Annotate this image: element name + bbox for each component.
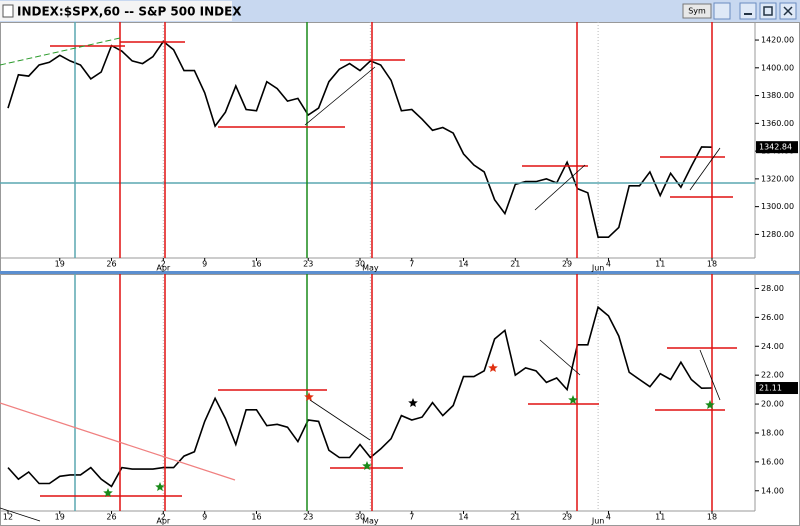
y-tick-label: 24.00 — [761, 342, 784, 351]
x-tick-label: 30 — [355, 513, 365, 522]
y-tick-label: 1280.00 — [761, 230, 794, 239]
x-tick-label: 23 — [303, 513, 313, 522]
x-tick-label: 26 — [106, 260, 116, 269]
month-label: Jun — [591, 264, 605, 273]
y-tick-label: 22.00 — [761, 371, 784, 380]
x-tick-label: 18 — [707, 513, 717, 522]
trendline — [689, 147, 721, 191]
trendline — [309, 399, 371, 441]
x-tick-label: 18 — [707, 260, 717, 269]
x-tick-label: 11 — [655, 513, 665, 522]
star — [103, 488, 113, 497]
star-markers — [103, 363, 715, 497]
pink-trendline — [0, 402, 236, 481]
y-tick-label: 14.00 — [761, 486, 784, 495]
last-value-label: 21.11 — [759, 384, 782, 393]
x-tick-label: 2 — [161, 513, 166, 522]
star — [568, 395, 578, 404]
title-icon — [2, 4, 14, 18]
trendline — [304, 66, 376, 126]
y-tick-label: 16.00 — [761, 457, 784, 466]
y-tick-label: 1360.00 — [761, 119, 794, 128]
x-tick-label: 9 — [202, 513, 207, 522]
trendline — [699, 349, 721, 401]
star — [362, 461, 372, 470]
y-tick-label: 1420.00 — [761, 36, 794, 45]
x-tick-label: 12 — [3, 513, 13, 522]
y-tick-label: 28.00 — [761, 284, 784, 293]
month-label: May — [362, 264, 379, 273]
axes-layer: 1280.001300.001320.001340.001360.001380.… — [3, 36, 798, 526]
star — [705, 400, 715, 409]
star — [155, 482, 165, 491]
maximize-icon — [763, 6, 773, 16]
trendline — [0, 507, 41, 522]
trendline — [539, 339, 581, 376]
price-line — [7, 305, 713, 488]
x-tick-label: 4 — [606, 260, 611, 269]
bottom-panel — [0, 274, 800, 526]
star — [408, 398, 418, 407]
last-value-box — [756, 382, 798, 395]
sym-label: Sym — [688, 7, 706, 16]
month-label: Jun — [591, 517, 605, 526]
x-tick-label: 16 — [251, 260, 261, 269]
x-tick-label: 30 — [355, 260, 365, 269]
x-tick-label: 19 — [55, 260, 65, 269]
green-trendline — [0, 37, 121, 66]
top-panel — [0, 22, 800, 272]
title-box — [0, 1, 232, 21]
x-tick-label: 11 — [655, 260, 665, 269]
price-line — [7, 40, 713, 238]
maximize-button[interactable] — [759, 2, 777, 20]
last-value-box — [756, 141, 798, 154]
grid-layer — [7, 22, 713, 514]
series-layer — [7, 40, 713, 488]
star — [304, 392, 314, 401]
x-tick-label: 7 — [409, 513, 414, 522]
trendline — [534, 164, 586, 211]
x-tick-label: 2 — [161, 260, 166, 269]
star — [488, 363, 498, 372]
x-tick-label: 16 — [251, 513, 261, 522]
x-tick-label: 29 — [562, 513, 572, 522]
x-tick-label: 23 — [303, 260, 313, 269]
minimize-button[interactable] — [739, 2, 757, 20]
y-tick-label: 20.00 — [761, 400, 784, 409]
y-tick-label: 18.00 — [761, 428, 784, 437]
y-tick-label: 1400.00 — [761, 63, 794, 72]
annotations — [0, 22, 755, 522]
close-icon — [783, 6, 793, 16]
x-tick-label: 26 — [106, 513, 116, 522]
sym-button[interactable] — [682, 3, 712, 19]
y-tick-label: 26.00 — [761, 313, 784, 322]
y-tick-label: 1300.00 — [761, 202, 794, 211]
month-label: Apr — [156, 517, 171, 526]
x-tick-label: 14 — [458, 260, 468, 269]
x-tick-label: 29 — [562, 260, 572, 269]
last-value-label: 1342.84 — [759, 143, 792, 152]
y-tick-label: 1380.00 — [761, 91, 794, 100]
x-tick-label: 14 — [458, 513, 468, 522]
x-tick-label: 19 — [55, 513, 65, 522]
x-tick-label: 9 — [202, 260, 207, 269]
x-tick-label: 7 — [409, 260, 414, 269]
month-label: Apr — [156, 264, 171, 273]
panel-separator — [0, 271, 800, 274]
window-title: INDEX:$SPX,60 -- S&P 500 INDEX — [17, 5, 242, 19]
help-button[interactable] — [713, 2, 731, 20]
x-tick-label: 4 — [606, 513, 611, 522]
y-tick-label: 1320.00 — [761, 174, 794, 183]
month-label: May — [362, 517, 379, 526]
x-tick-label: 21 — [510, 513, 520, 522]
x-tick-label: 21 — [510, 260, 520, 269]
